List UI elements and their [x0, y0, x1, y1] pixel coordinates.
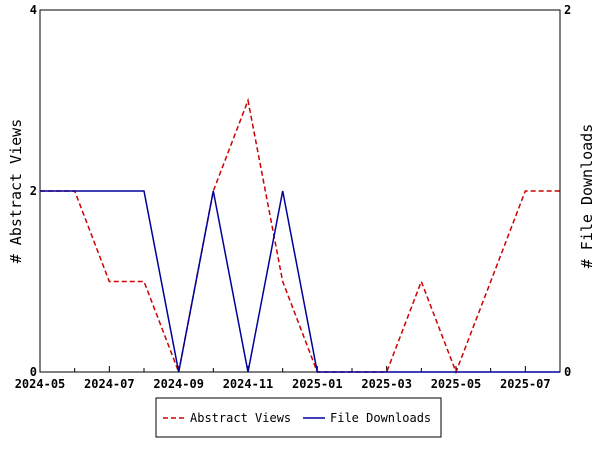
series-line-abstract-views — [40, 97, 560, 375]
x-tick-label: 2024-05 — [15, 377, 66, 391]
x-tick-label: 2025-07 — [500, 377, 551, 391]
y-axis-title-left: # Abstract Views — [7, 119, 25, 264]
x-tick-label: 2025-01 — [292, 377, 343, 391]
y-tick-label-right: 0 — [564, 365, 571, 379]
x-tick-label: 2024-11 — [223, 377, 274, 391]
y-tick-label-left: 2 — [30, 184, 37, 198]
y-tick-label-left: 0 — [30, 365, 37, 379]
legend-box — [155, 397, 442, 438]
legend-label-abstract-views: Abstract Views — [190, 411, 291, 425]
series-line-file-downloads — [40, 190, 560, 373]
y-tick-label-right: 2 — [564, 3, 571, 17]
x-axis-ticks: 2024-05 2024-07 2024-09 2024-11 2025-01 2025-… — [15, 366, 561, 391]
series-lines — [40, 97, 560, 375]
y-axis-title-right: # File Downloads — [578, 124, 596, 269]
x-tick-label: 2024-09 — [153, 377, 204, 391]
x-tick-label: 2025-03 — [361, 377, 412, 391]
y-tick-label-left: 4 — [30, 3, 37, 17]
x-tick-label: 2025-05 — [431, 377, 482, 391]
x-tick-label: 2024-07 — [84, 377, 135, 391]
legend-label-file-downloads: File Downloads — [330, 411, 431, 425]
legend: Abstract Views File Downloads — [155, 397, 442, 438]
